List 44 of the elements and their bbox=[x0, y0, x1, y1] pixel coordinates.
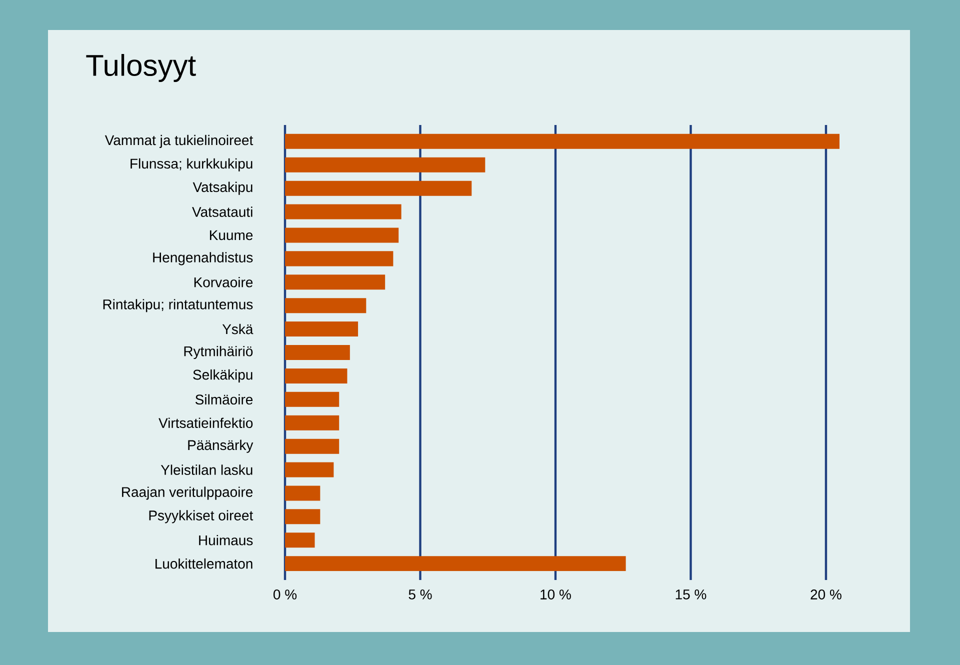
bar bbox=[285, 228, 399, 243]
bar bbox=[285, 204, 402, 220]
x-tick-label: 0 % bbox=[273, 590, 297, 600]
y-tick-label: Vatsakipu bbox=[192, 182, 252, 195]
y-tick-label: Kuume bbox=[210, 230, 253, 240]
y-tick-label: Virtsatieinfektio bbox=[158, 418, 253, 428]
y-tick-label: Rytmihäiriö bbox=[184, 346, 253, 360]
bar bbox=[285, 462, 334, 478]
y-tick-label: Raajan veritulppaoire bbox=[122, 486, 253, 500]
bar bbox=[285, 274, 386, 290]
bar bbox=[285, 134, 840, 149]
bar bbox=[285, 415, 340, 430]
bar bbox=[285, 180, 472, 196]
bar bbox=[285, 298, 366, 314]
x-tick-label: 10 % bbox=[540, 590, 571, 600]
x-tick-label: 15 % bbox=[676, 590, 706, 600]
y-tick-label: Vatsatauti bbox=[192, 206, 252, 217]
y-tick-label: Yskä bbox=[222, 324, 254, 334]
y-tick-label: Rintakipu; rintatuntemus bbox=[103, 299, 253, 312]
y-tick-label: Vammat ja tukielinoireet bbox=[104, 134, 254, 148]
bar bbox=[285, 251, 394, 266]
y-tick-label: Silmäoire bbox=[195, 394, 253, 405]
bar bbox=[285, 486, 320, 501]
y-tick-label: Flunssa; kurkkukipu bbox=[130, 158, 252, 172]
y-tick-label: Korvaoire bbox=[194, 277, 253, 288]
bar bbox=[285, 532, 315, 548]
y-tick-label: Yleistilan lasku bbox=[160, 464, 252, 475]
y-tick-label: Selkäkipu bbox=[193, 369, 252, 382]
bar bbox=[285, 556, 626, 572]
y-tick-label: Luokittelematon bbox=[156, 558, 252, 569]
bar bbox=[285, 368, 348, 384]
bar bbox=[285, 392, 340, 407]
y-tick-label: Hengenahdistus bbox=[153, 252, 253, 266]
x-tick-label: 20 % bbox=[810, 590, 842, 600]
bar bbox=[285, 345, 350, 360]
y-tick-label: Huimaus bbox=[199, 534, 253, 546]
y-tick-label: Päänsärky bbox=[188, 440, 254, 453]
x-tick-label: 5 % bbox=[408, 590, 432, 600]
bar bbox=[285, 322, 358, 337]
bar bbox=[285, 509, 320, 524]
chart-title: Tulosyyt bbox=[86, 54, 196, 82]
bar bbox=[285, 157, 486, 172]
y-tick-label: Psyykkiset oireet bbox=[149, 510, 254, 524]
bar bbox=[285, 438, 340, 454]
